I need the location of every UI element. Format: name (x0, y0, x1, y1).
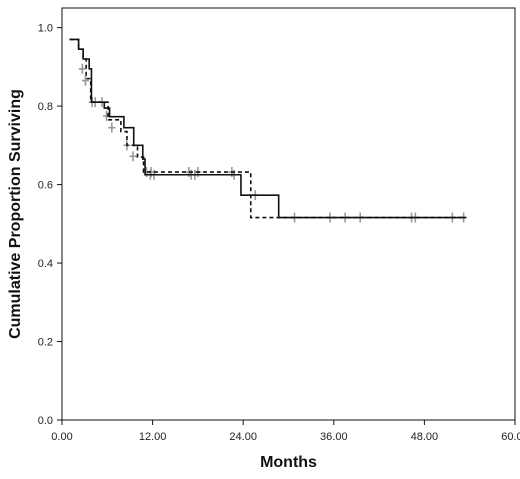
x-tick-label: 24.00 (229, 431, 257, 443)
x-axis-ticks: 0.00 12.00 24.00 36.00 48.00 60.00 (51, 420, 520, 443)
x-tick-label: 36.00 (320, 431, 348, 443)
y-tick-label: 0.2 (38, 337, 53, 349)
survival-curves (69, 38, 466, 219)
censor-mark (78, 63, 86, 74)
x-tick-label: 60.00 (501, 431, 520, 443)
y-tick-label: 0.0 (38, 415, 53, 427)
x-axis-title: Months (260, 454, 317, 471)
x-tick-label: 12.00 (139, 431, 167, 443)
plot-frame (61, 7, 516, 421)
survival-curve-solid (69, 38, 466, 219)
x-tick-label: 0.00 (51, 431, 72, 443)
censor-mark (129, 151, 137, 162)
y-tick-label: 0.6 (38, 180, 53, 192)
axes (61, 7, 516, 421)
y-axis-title: Cumulative Proportion Surviving (7, 89, 24, 339)
y-tick-label: 0.4 (38, 258, 53, 270)
y-axis-ticks: 0.0 0.2 0.4 0.6 0.8 1.0 (38, 23, 62, 427)
censor-mark (108, 122, 116, 133)
censor-marks (78, 63, 468, 223)
x-tick-label: 48.00 (411, 431, 439, 443)
censor-mark (81, 75, 89, 86)
survival-curve-dashed (69, 38, 466, 219)
y-tick-label: 0.8 (38, 101, 53, 113)
y-tick-label: 1.0 (38, 23, 53, 35)
